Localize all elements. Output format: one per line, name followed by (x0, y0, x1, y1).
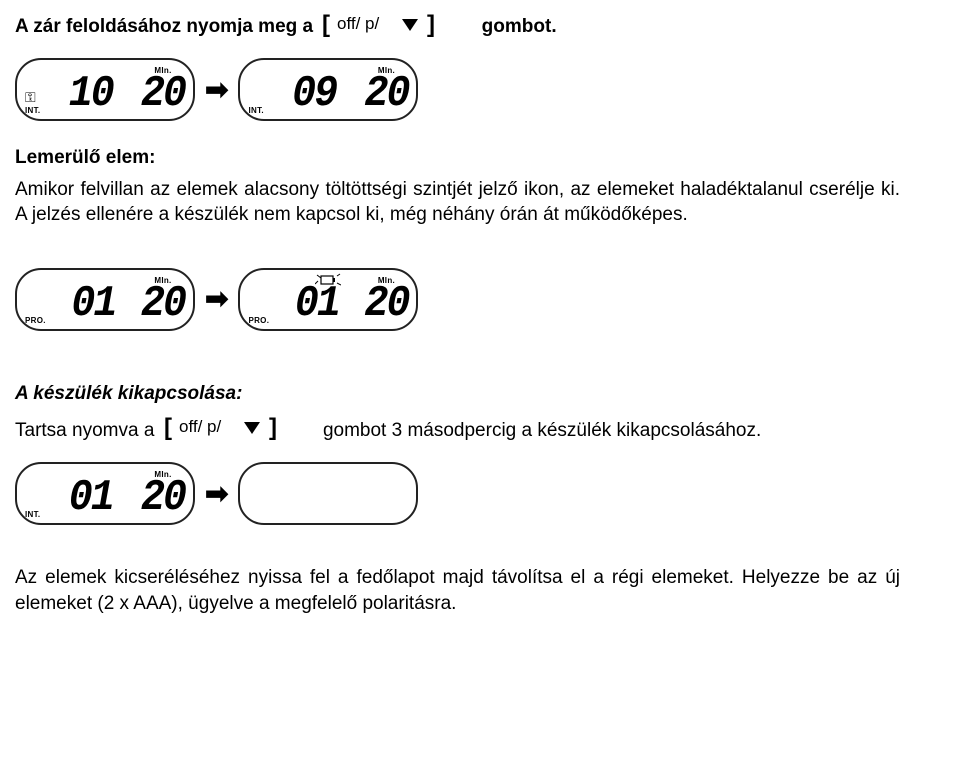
off-before: Tartsa nyomva a (15, 419, 160, 440)
intro-line: A zár feloldásához nyomja meg a [ off/ p… (15, 10, 945, 44)
lcd-prefix: PRO. (248, 316, 269, 325)
arrow-icon: ➡ (205, 285, 228, 313)
lcd-digits: 01 (71, 283, 115, 327)
lcd-row-1: ⚿ INT. 10 MIn. 20 ➡ INT. 09 MIn. 20 (15, 58, 945, 121)
lcd-prefix: INT. (25, 510, 40, 519)
arrow-icon: ➡ (205, 76, 228, 104)
lcd-digits: 01 (295, 283, 339, 327)
lcd-digits: 20 (364, 73, 408, 117)
off-after: gombot 3 másodpercig a készülék kikapcso… (323, 419, 761, 440)
intro-after: gombot. (482, 16, 557, 37)
lcd-panel-empty (238, 462, 418, 525)
lcd-digits: 20 (141, 283, 185, 327)
lcd-digits: 01 (69, 477, 113, 521)
lcd-digits: 20 (141, 477, 185, 521)
lcd-panel: PRO. 01 MIn. 20 (238, 268, 418, 331)
lcd-prefix: INT. (25, 106, 40, 115)
lcd-row-2: PRO. 01 MIn. 20 ➡ PRO. 01 (15, 268, 945, 331)
lcd-digits: 10 (69, 73, 113, 117)
off-line: Tartsa nyomva a [ off/ p/ ] gombot 3 más… (15, 413, 945, 449)
lcd-panel: INT. 01 MIn. 20 (15, 462, 195, 525)
svg-text:]: ] (427, 11, 435, 38)
lcd-panel: PRO. 01 MIn. 20 (15, 268, 195, 331)
lcd-prefix: PRO. (25, 316, 46, 325)
lcd-row-3: INT. 01 MIn. 20 ➡ (15, 462, 945, 525)
svg-text:[: [ (164, 414, 172, 441)
off-heading: A készülék kikapcsolása: (15, 381, 945, 407)
arrow-icon: ➡ (205, 480, 228, 508)
off-p-button-graphic: [ off/ p/ ] (164, 413, 314, 449)
lcd-digits: 09 (292, 73, 336, 117)
battery-heading: Lemerülő elem: (15, 145, 945, 171)
lcd-digits: 20 (364, 283, 408, 327)
lcd-prefix: INT. (248, 106, 263, 115)
svg-text:]: ] (269, 414, 277, 441)
off-p-button-graphic: [ off/ p/ ] (322, 10, 472, 44)
svg-text:off/ p/: off/ p/ (179, 417, 221, 436)
svg-text:off/ p/: off/ p/ (337, 14, 379, 33)
battery-paragraph: Amikor felvillan az elemek alacsony tölt… (15, 177, 900, 228)
lcd-panel: ⚿ INT. 10 MIn. 20 (15, 58, 195, 121)
key-icon: ⚿ (25, 90, 36, 104)
intro-before: A zár feloldásához nyomja meg a (15, 16, 318, 37)
svg-text:[: [ (322, 11, 330, 38)
replace-paragraph: Az elemek kicseréléséhez nyissa fel a fe… (15, 565, 900, 616)
lcd-panel: INT. 09 MIn. 20 (238, 58, 418, 121)
lcd-digits: 20 (141, 73, 185, 117)
